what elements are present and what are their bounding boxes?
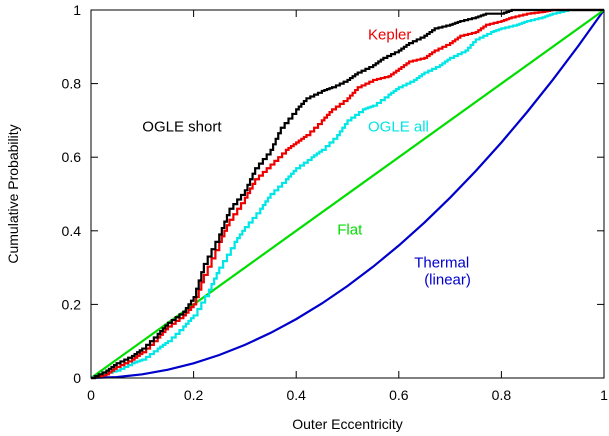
curves-layer	[90, 8, 605, 380]
series-label-flat: Flat	[337, 221, 363, 238]
series-label-thermal-linear: Thermal (linear)	[414, 255, 471, 289]
series-label-line: Kepler	[368, 26, 411, 43]
series-label-line: OGLE short	[142, 118, 222, 135]
series-labels-layer: Thermal (linear) Flat OGLE all Kepler OGLE sh…	[142, 26, 471, 288]
series-label-ogle-short: OGLE short	[142, 118, 222, 135]
series-label-line: Flat	[337, 221, 363, 238]
x-tick-label: 0.2	[184, 387, 204, 403]
y-tick-label: 0	[73, 370, 81, 386]
y-tick-label: 1	[73, 2, 81, 18]
x-axis-label: Outer Eccentricity	[292, 416, 402, 432]
y-axis-label: Cumulative Probability	[5, 124, 21, 263]
series-label-line: OGLE all	[368, 118, 429, 135]
series-label-ogle-all: OGLE all	[368, 118, 429, 135]
series-line-kepler	[91, 8, 604, 380]
plot-frame	[90, 9, 605, 379]
series-line-thermal-linear	[90, 9, 605, 380]
series-label-line: (linear)	[424, 272, 471, 289]
series-line-ogle-all	[91, 8, 604, 380]
x-tick-label: 1	[600, 387, 608, 403]
y-tick-label: 0.6	[62, 149, 82, 165]
series-label-kepler: Kepler	[368, 26, 411, 43]
x-tick-label: 0.6	[389, 387, 409, 403]
x-tick-label: 0.8	[492, 387, 512, 403]
x-tick-label: 0	[87, 387, 95, 403]
x-tick-label: 0.4	[286, 387, 306, 403]
y-tick-label: 0.8	[62, 76, 82, 92]
series-label-line: Thermal	[414, 255, 469, 272]
y-tick-label: 0.2	[62, 296, 82, 312]
ticks-layer: 0 0.2 0.4 0.6 0.8 1 0 0.2 0.4 0.6 0.8 1	[62, 2, 609, 403]
series-line-ogle-short	[91, 8, 604, 380]
y-tick-label: 0.4	[62, 223, 82, 239]
